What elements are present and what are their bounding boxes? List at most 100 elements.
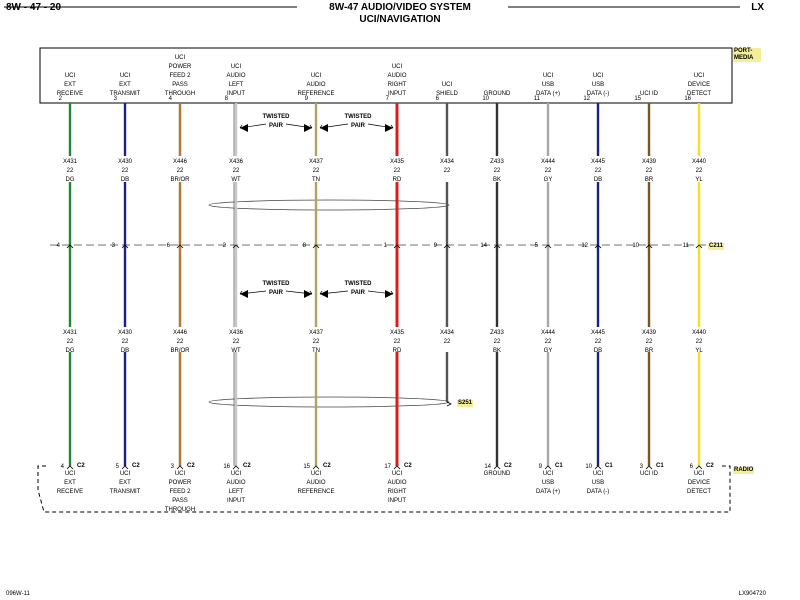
twisted-pair-arrowhead [320,124,328,132]
bottom-connector-id: C1 [656,463,664,469]
wire-gauge: 22 [67,168,74,174]
top-pin-label: UCI [120,73,131,79]
c211-pin-number: 9 [434,243,438,249]
bottom-pin-label: LEFT [229,489,244,495]
bottom-pin-label: AUDIO [387,480,406,486]
c211-chevron [176,244,184,249]
top-pin-label: EXT [64,82,76,88]
footer-left: 096W-11 [6,591,30,597]
radio-chevron [493,465,501,470]
top-pin-label: REFERENCE [297,91,334,97]
top-pin-label: DATA (+) [536,91,560,97]
radio-box [37,465,731,513]
bottom-pin-label: RECEIVE [57,489,83,495]
wire-gauge: 22 [646,168,653,174]
wire-color-code: GY [544,177,553,183]
top-pin-label: AUDIO [387,73,406,79]
top-pin-label: POWER [169,64,192,70]
c211-pin-number: 11 [683,243,690,249]
twisted-pair-arrowhead [320,290,328,298]
wire-gauge: 22 [545,168,552,174]
c211-chevron [443,244,451,249]
bottom-pin-label: RIGHT [388,489,407,495]
wire-gauge: 22 [122,168,129,174]
twisted-pair-arrowhead [385,290,393,298]
wire-id-upper: X446 [173,159,188,165]
wire-color-code: BR/OR [170,348,190,354]
wire-color-code: GY [544,348,553,354]
twisted-pair-label: PAIR [351,123,366,129]
wire-gauge: 22 [595,339,602,345]
bottom-connector-id: C2 [132,463,140,469]
top-pin-label: LEFT [229,82,244,88]
bottom-pin-number: 10 [585,464,592,470]
bottom-pin-label: DEVICE [688,480,710,486]
port-media-box [39,47,733,104]
top-pin-label: AUDIO [226,73,245,79]
bottom-pin-label: USB [542,480,554,486]
top-pin-label: UCI [392,64,403,70]
radio-chevron [695,465,703,470]
wire-color-code: DB [594,177,602,183]
wire-gauge: 22 [444,168,451,174]
bottom-pin-label: USB [592,480,604,486]
wire-color-code: DB [594,348,602,354]
bottom-pin-number: 4 [61,464,65,470]
wire-gauge: 22 [494,339,501,345]
top-pin-label: GROUND [484,91,511,97]
top-pin-number: 6 [436,96,440,102]
top-pin-number: 12 [583,96,590,102]
top-pin-label: USB [592,82,604,88]
wire-id-upper: X440 [692,159,707,165]
twisted-pair-label: PAIR [351,290,366,296]
bottom-pin-label: UCI [311,471,322,477]
twisted-pair-label: TWISTED [263,281,291,287]
top-pin-label: PASS [172,82,188,88]
radio-chevron [66,465,74,470]
wire-gauge: 22 [67,339,74,345]
top-pin-number: 9 [305,96,309,102]
radio-chevron [312,465,320,470]
c211-chevron [312,244,320,249]
model-code: LX [751,2,764,13]
top-pin-label: THROUGH [165,91,195,97]
wire-gauge: 22 [313,168,320,174]
wire-id-lower: X446 [173,330,188,336]
top-pin-label: UCI [543,73,554,79]
wire-id-lower: X430 [118,330,133,336]
c211-pin-number: 5 [535,243,539,249]
bottom-pin-label: AUDIO [306,480,325,486]
bottom-pin-number: 16 [223,464,230,470]
bottom-connector-id: C1 [555,463,563,469]
bottom-pin-label: POWER [169,480,192,486]
wire-id-upper: X444 [541,159,556,165]
bottom-pin-label: UCI [543,471,554,477]
c211-chevron [232,244,240,249]
wire-id-lower: X431 [63,330,78,336]
bottom-pin-number: 3 [640,464,644,470]
bottom-connector-id: C2 [706,463,714,469]
radio-chevron [176,465,184,470]
top-pin-label: RIGHT [388,82,407,88]
top-pin-label: AUDIO [306,82,325,88]
shield-ring-lower [208,396,450,408]
top-pin-label: SHIELD [436,91,458,97]
bottom-pin-number: 3 [171,464,175,470]
wire-id-upper: X445 [591,159,606,165]
wire-color-code: TN [312,348,320,354]
top-pin-label: DATA (-) [587,91,609,97]
top-pin-label: DEVICE [688,82,710,88]
bottom-pin-label: REFERENCE [297,489,334,495]
bottom-pin-number: 17 [384,464,391,470]
wire-gauge: 22 [595,168,602,174]
wire-id-lower: X444 [541,330,556,336]
wire-id-lower: X440 [692,330,707,336]
top-pin-label: UCI [231,64,242,70]
wire-id-upper: Z433 [490,159,504,165]
c211-chevron [393,244,401,249]
top-pin-label: EXT [119,82,131,88]
bottom-pin-label: UCI [593,471,604,477]
twisted-pair-arrowhead [385,124,393,132]
wire-gauge: 22 [545,339,552,345]
top-pin-number: 3 [114,96,118,102]
